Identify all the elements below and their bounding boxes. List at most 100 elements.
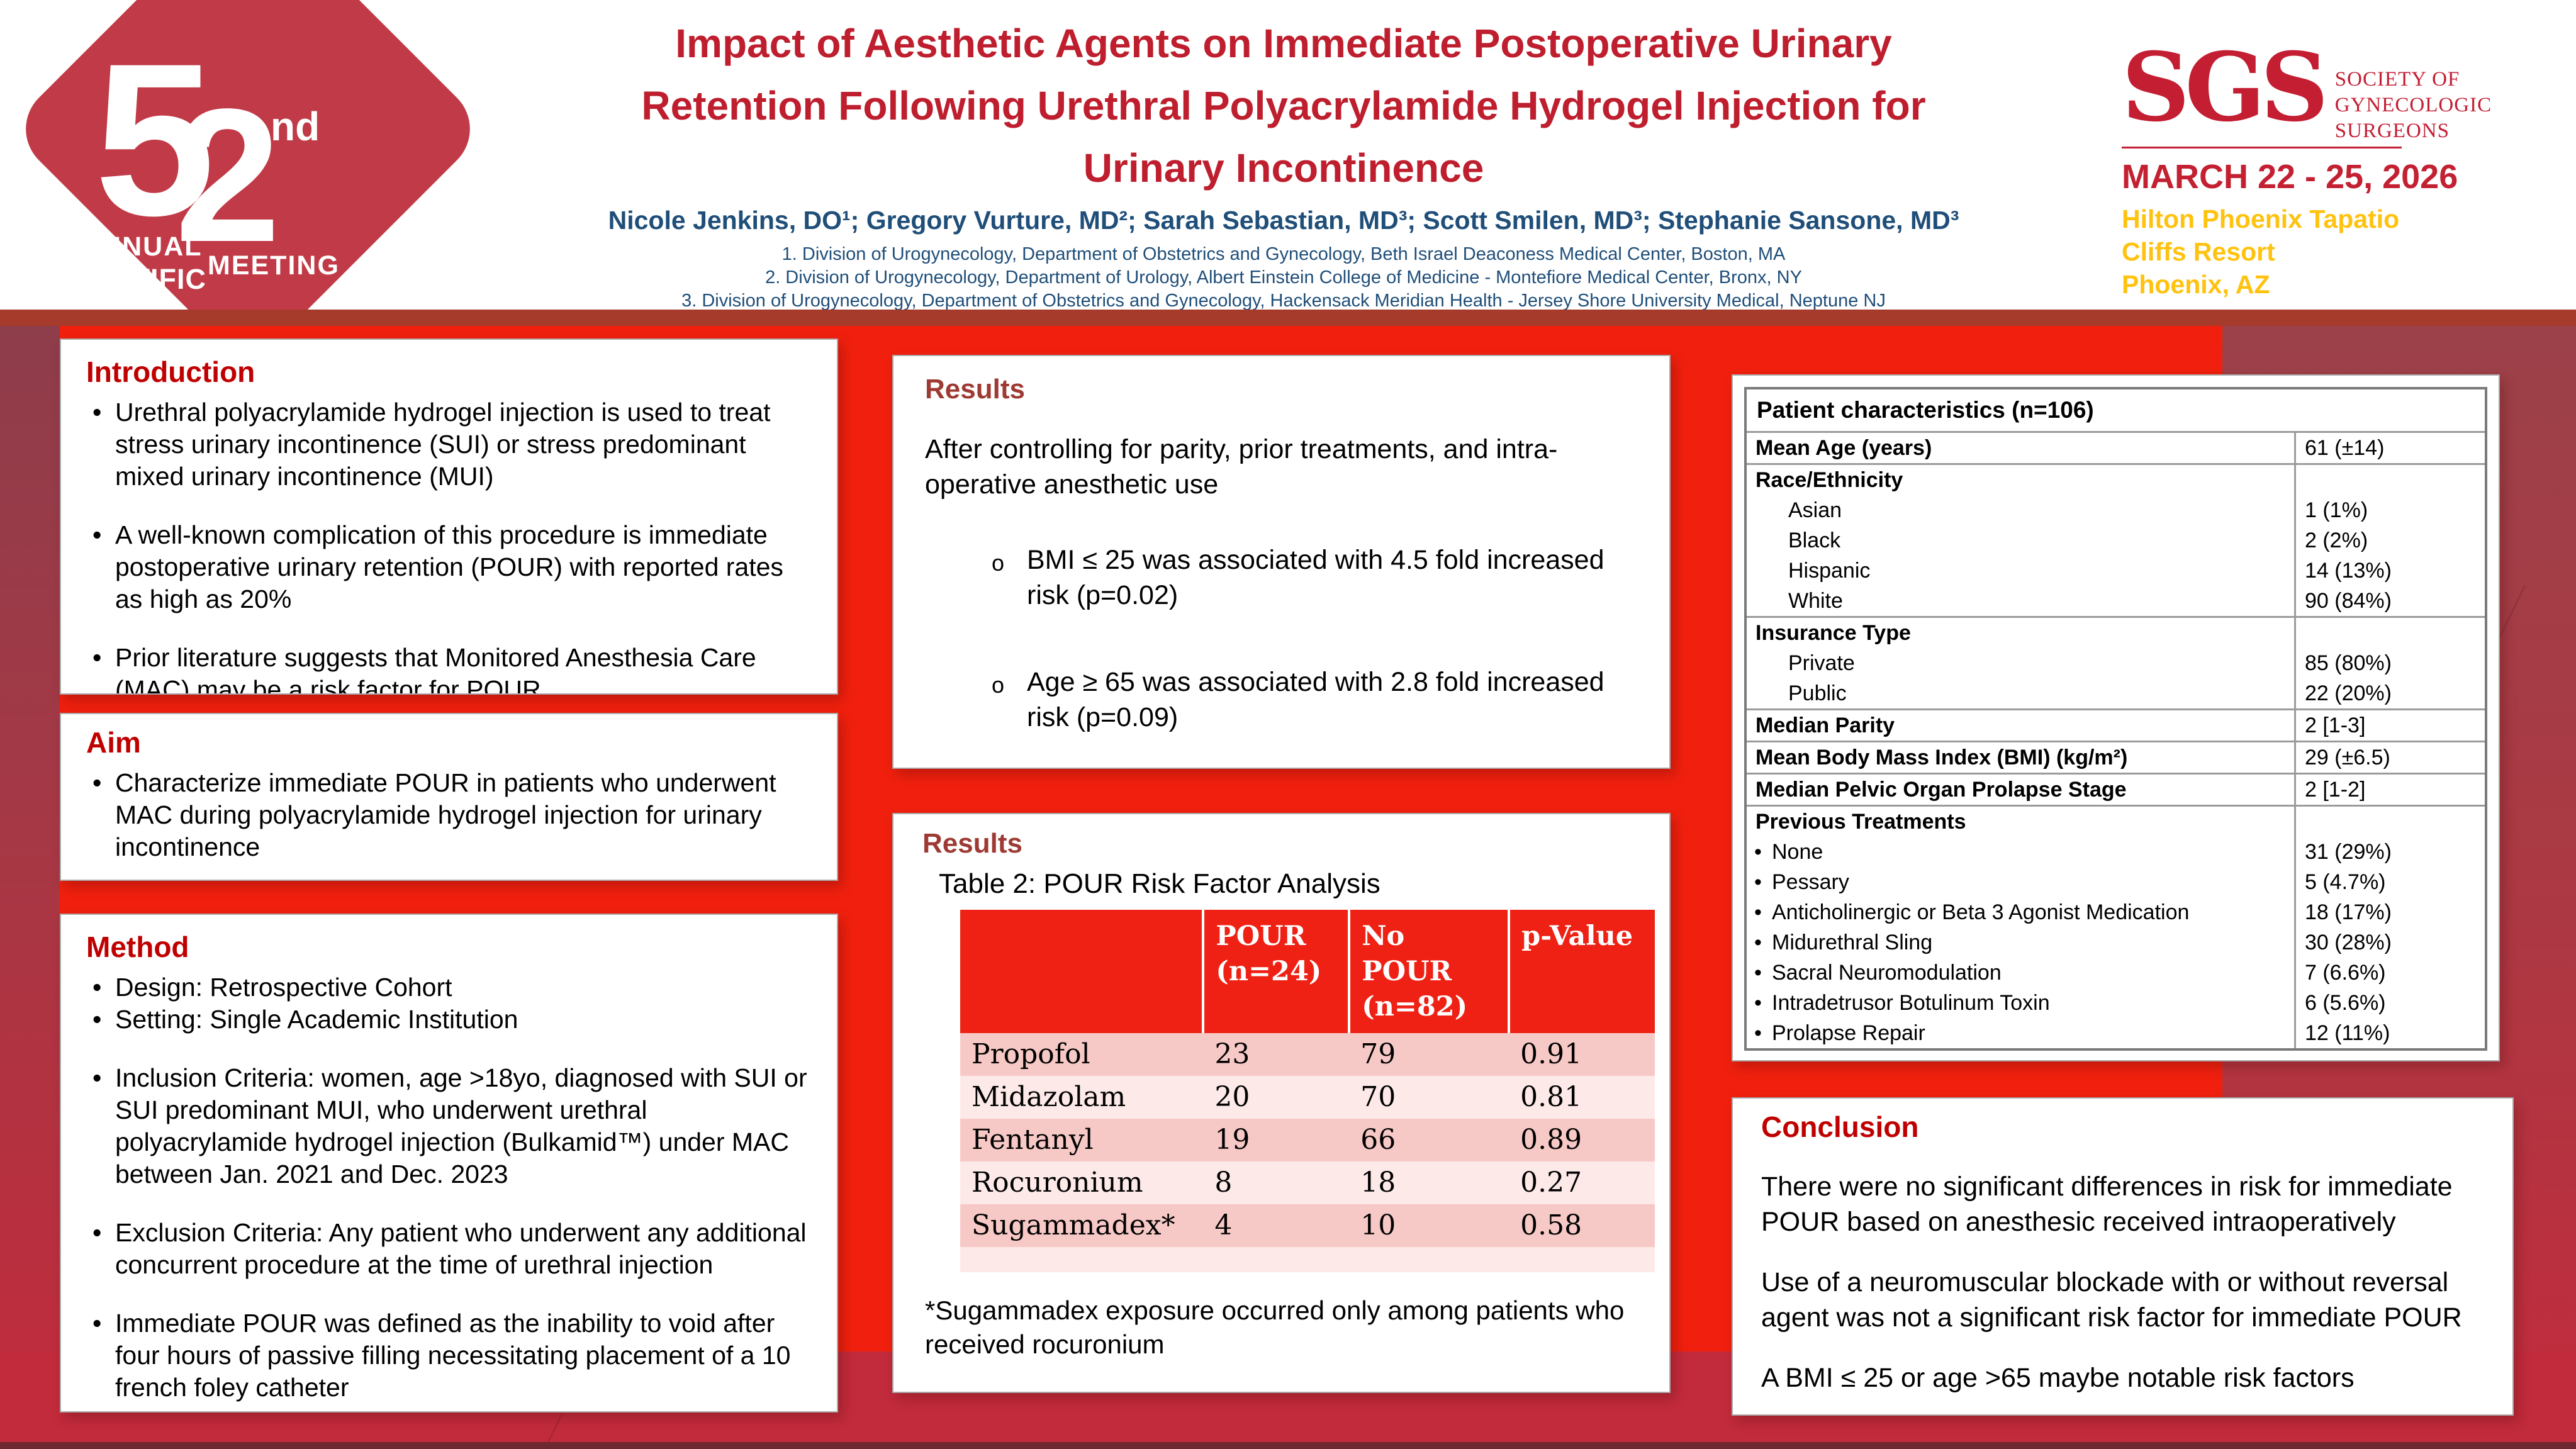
method-bullet: Setting: Single Academic Institution bbox=[86, 1004, 812, 1036]
venue-line-2: Phoenix, AZ bbox=[2122, 270, 2270, 299]
table-row: Midazolam 20 70 0.81 bbox=[960, 1076, 1655, 1119]
row-label: Black bbox=[1788, 529, 1841, 552]
row-label: Prolapse Repair bbox=[1747, 1018, 2294, 1048]
bottom-edge-strip bbox=[0, 1442, 2576, 1449]
results-summary-section: Results After controlling for parity, pr… bbox=[892, 355, 1671, 769]
badge-word-meeting: MEETING bbox=[208, 250, 340, 281]
cell-p-value: 0.58 bbox=[1520, 1209, 1582, 1241]
row-value: 22 (20%) bbox=[2294, 678, 2485, 708]
cell-no-pour: 66 bbox=[1360, 1124, 1396, 1156]
cell-pour: 23 bbox=[1214, 1038, 1250, 1070]
row-value: 31 (29%) bbox=[2294, 837, 2485, 867]
row-label: Rocuronium bbox=[972, 1166, 1143, 1199]
table-row: Sugammadex* 4 10 0.58 bbox=[960, 1204, 1655, 1247]
table-header-pour: POUR (n=24) bbox=[1203, 910, 1351, 1033]
patient-table-row: Mean Age (years) 61 (±14) bbox=[1747, 431, 2485, 463]
aim-bullet: Characterize immediate POUR in patients … bbox=[86, 767, 812, 863]
row-label: Race/Ethnicity bbox=[1756, 468, 1903, 492]
results-table-bullets: POUR rate was 22.6% (n=24) Average amoun… bbox=[930, 1392, 1640, 1393]
cell-pour: 20 bbox=[1214, 1081, 1250, 1113]
row-value: 29 (±6.5) bbox=[2294, 742, 2485, 773]
row-value: 2 [1-3] bbox=[2294, 710, 2485, 741]
row-label: Fentanyl bbox=[972, 1124, 1094, 1156]
patient-table-row: Hispanic 14 (13%) bbox=[1747, 556, 2485, 586]
row-label: Sugammadex* bbox=[972, 1209, 1175, 1241]
row-value: 30 (28%) bbox=[2294, 927, 2485, 958]
row-label: None bbox=[1747, 837, 2294, 867]
row-value: 61 (±14) bbox=[2294, 433, 2485, 463]
badge-number-5: 5 bbox=[94, 19, 215, 261]
meeting-venue: Hilton Phoenix Tapatio Cliffs Resort Pho… bbox=[2122, 203, 2411, 301]
row-value: 2 [1-2] bbox=[2294, 775, 2485, 805]
row-value: 12 (11%) bbox=[2294, 1018, 2485, 1048]
sgs-society-name: SOCIETY OF GYNECOLOGIC SURGEONS bbox=[2335, 67, 2550, 144]
row-value bbox=[2294, 465, 2485, 495]
sgs-logo: SGS bbox=[2122, 32, 2329, 143]
patient-table-row: Midurethral Sling 30 (28%) bbox=[1747, 927, 2485, 958]
patient-table-title: Patient characteristics (n=106) bbox=[1757, 397, 2094, 423]
venue-line-1: Hilton Phoenix Tapatio Cliffs Resort bbox=[2122, 204, 2400, 266]
affiliation-2: 2. Division of Urogynecology, Department… bbox=[765, 267, 1802, 288]
aim-bullets: Characterize immediate POUR in patients … bbox=[86, 767, 812, 863]
poster-title-line-2: Retention Following Urethral Polyacrylam… bbox=[641, 83, 1926, 128]
cell-no-pour: 18 bbox=[1360, 1166, 1396, 1199]
sgs-rule bbox=[2122, 147, 2402, 148]
results-summary-bullets: BMI ≤ 25 was associated with 4.5 fold in… bbox=[985, 542, 1638, 735]
affiliation-3: 3. Division of Urogynecology, Department… bbox=[681, 291, 1886, 311]
affiliations: 1. Division of Urogynecology, Department… bbox=[453, 243, 2114, 313]
conclusion-section: Conclusion There were no significant dif… bbox=[1732, 1097, 2514, 1416]
cell-pour: 4 bbox=[1214, 1209, 1233, 1241]
sgs-society-line-2: GYNECOLOGIC SURGEONS bbox=[2334, 94, 2492, 142]
results-table-section: Results Table 2: POUR Risk Factor Analys… bbox=[892, 813, 1671, 1393]
row-value: 14 (13%) bbox=[2294, 556, 2485, 586]
table-header-p-value: p-Value bbox=[1509, 910, 1655, 1033]
row-label: Insurance Type bbox=[1756, 621, 1911, 645]
left-accent-band bbox=[0, 326, 60, 1442]
poster-header: 5 2 nd ANNUAL SCIENTIFIC MEETING Impact … bbox=[0, 0, 2576, 369]
introduction-bullets: Urethral polyacrylamide hydrogel injecti… bbox=[86, 396, 812, 693]
method-bullet: Inclusion Criteria: women, age >18yo, di… bbox=[86, 1062, 812, 1190]
aim-section: Aim Characterize immediate POUR in patie… bbox=[60, 713, 838, 881]
row-value: 2 (2%) bbox=[2294, 525, 2485, 556]
row-label: Midurethral Sling bbox=[1747, 927, 2294, 958]
author-list: Nicole Jenkins, DO¹; Gregory Vurture, MD… bbox=[608, 206, 1959, 235]
sgs-society-line-1: SOCIETY OF bbox=[2334, 68, 2460, 91]
row-value bbox=[2294, 807, 2485, 837]
row-label: Anticholinergic or Beta 3 Agonist Medica… bbox=[1747, 897, 2294, 927]
affiliation-1: 1. Division of Urogynecology, Department… bbox=[781, 244, 1786, 264]
row-value: 1 (1%) bbox=[2294, 495, 2485, 525]
patient-table-row: Pessary 5 (4.7%) bbox=[1747, 867, 2485, 897]
row-label: Public bbox=[1788, 681, 1847, 705]
patient-table-row: Black 2 (2%) bbox=[1747, 525, 2485, 556]
row-value: 5 (4.7%) bbox=[2294, 867, 2485, 897]
row-label: Propofol bbox=[972, 1038, 1090, 1070]
table-row: Propofol 23 79 0.91 bbox=[960, 1033, 1655, 1076]
patient-table-row: Race/Ethnicity bbox=[1747, 463, 2485, 495]
row-value: 18 (17%) bbox=[2294, 897, 2485, 927]
sgs-logo-block: SGS SOCIETY OF GYNECOLOGIC SURGEONS MARC… bbox=[2122, 32, 2550, 301]
row-label: Hispanic bbox=[1788, 559, 1871, 583]
results-table-bullet: POUR rate was 22.6% (n=24) bbox=[930, 1392, 1640, 1393]
cell-p-value: 0.27 bbox=[1520, 1166, 1582, 1199]
poster-title-line-3: Urinary Incontinence bbox=[1083, 145, 1484, 191]
badge-ordinal: nd bbox=[271, 104, 320, 149]
badge-number-2: 2 bbox=[175, 69, 281, 281]
patient-characteristics-table: Patient characteristics (n=106) Mean Age… bbox=[1744, 387, 2487, 1051]
patient-table-row: Asian 1 (1%) bbox=[1747, 495, 2485, 525]
patient-table-row: Previous Treatments bbox=[1747, 805, 2485, 837]
header-divider-bar bbox=[0, 310, 2576, 326]
introduction-section: Introduction Urethral polyacrylamide hyd… bbox=[60, 338, 838, 695]
results-table-heading: Results bbox=[922, 828, 1022, 859]
row-value: 90 (84%) bbox=[2294, 586, 2485, 616]
row-value bbox=[2294, 618, 2485, 648]
table-row: Fentanyl 19 66 0.89 bbox=[960, 1119, 1655, 1161]
row-label: Pessary bbox=[1747, 867, 2294, 897]
table-row: Rocuronium 8 18 0.27 bbox=[960, 1161, 1655, 1204]
pour-risk-factor-table: POUR (n=24) No POUR (n=82) p-Value Propo… bbox=[960, 910, 1655, 1272]
cell-p-value: 0.91 bbox=[1520, 1038, 1582, 1070]
table-filler-row bbox=[960, 1247, 1655, 1272]
cell-no-pour: 10 bbox=[1360, 1209, 1396, 1241]
results-summary-heading: Results bbox=[925, 374, 1025, 405]
patient-table-row: Public 22 (20%) bbox=[1747, 678, 2485, 708]
patient-table-row: Mean Body Mass Index (BMI) (kg/m²) 29 (±… bbox=[1747, 741, 2485, 773]
